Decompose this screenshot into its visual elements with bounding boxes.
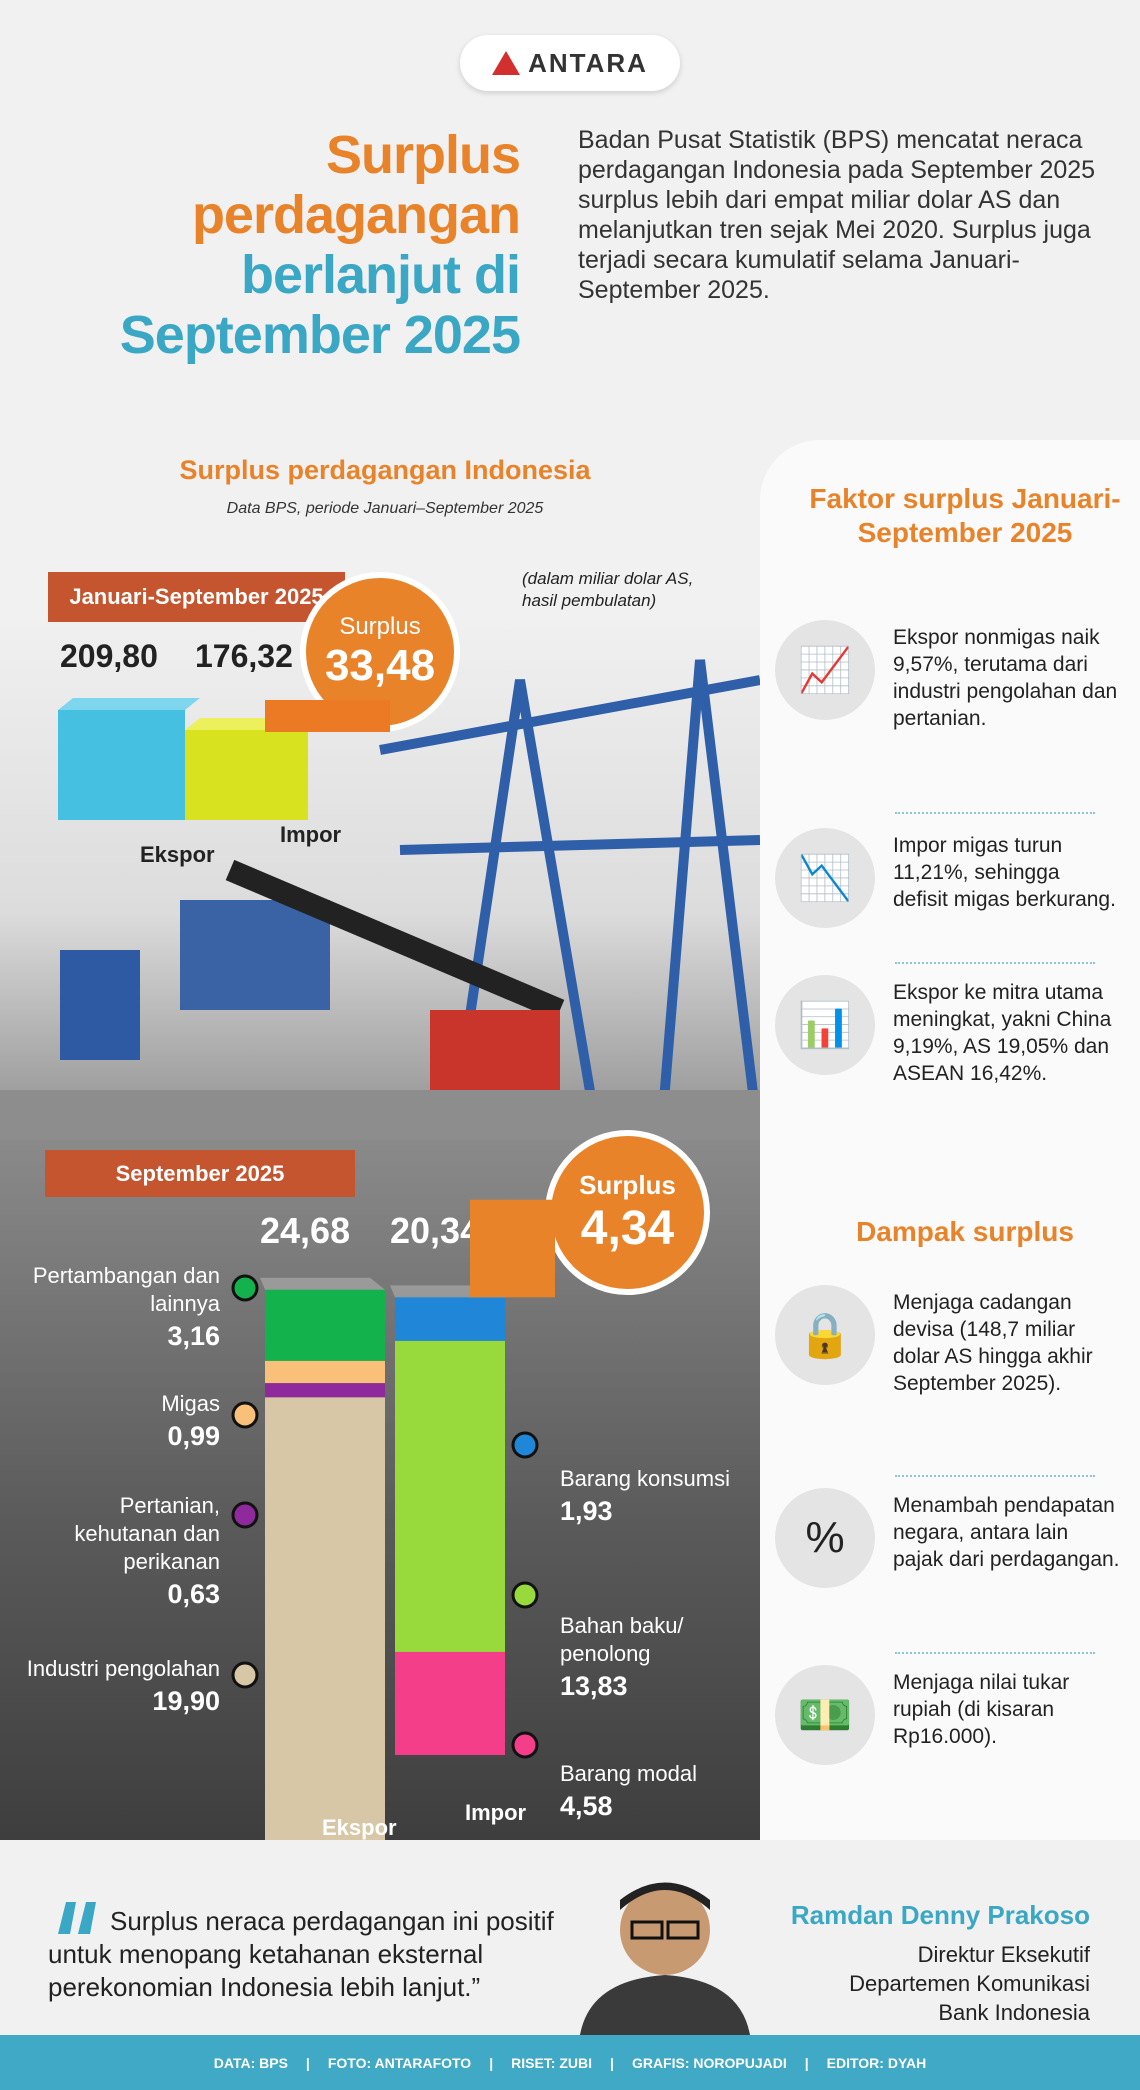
- impor-value: 176,32: [195, 638, 293, 674]
- section-subheading: Data BPS, periode Januari–September 2025: [226, 500, 544, 517]
- falling-chart-icon: 📉: [775, 828, 875, 928]
- label-industri: Industri pengolahan 19,90: [26, 1656, 220, 1716]
- factor-item: 📈 Ekspor nonmigas naik 9,57%, terutama da…: [775, 620, 1120, 732]
- impor-label: Impor: [280, 822, 342, 847]
- speaker-name: Ramdan Denny Prakoso: [790, 1900, 1090, 1930]
- speaker-role: Direktur Eksekutif Departemen Komunikasi B…: [849, 1942, 1090, 2025]
- factor-item: 📊 Ekspor ke mitra utama meningkat, yakni …: [775, 975, 1120, 1087]
- antara-logo: ANTARA: [460, 35, 680, 91]
- quote-mark-icon: [58, 1902, 96, 1934]
- quote-text: Surplus neraca perdagangan ini positif u…: [48, 1906, 554, 2002]
- rising-chart-icon: 📈: [775, 620, 875, 720]
- surplus-circle-2: Surplus 4,34: [545, 1130, 710, 1295]
- ekspor-value: 209,80: [60, 638, 158, 674]
- ekspor-bar: [58, 710, 185, 820]
- speaker-photo: [575, 1870, 755, 2035]
- bar-segment-migas: [265, 1360, 385, 1384]
- legend-dot: [231, 1274, 259, 1302]
- impact-item: 🔒 Menjaga cadangan devisa (148,7 miliar d…: [775, 1285, 1120, 1397]
- ekspor-label-2: Ekspor: [322, 1815, 397, 1840]
- chart1-svg: [58, 698, 390, 820]
- label-bahan-baku: Bahan baku/ penolong 13,83: [560, 1613, 684, 1701]
- lock-coin-icon: 🔒: [775, 1285, 875, 1385]
- impor-bar: [185, 730, 308, 820]
- section-heading: Surplus perdagangan Indonesia: [179, 455, 591, 485]
- bar-segment-industri-pengolahan: [265, 1397, 385, 1840]
- label-konsumsi: Barang konsumsi 1,93: [560, 1466, 730, 1526]
- bar-top-ekspor: [260, 1277, 385, 1290]
- legend-dot: [511, 1581, 539, 1609]
- legend-dot: [231, 1501, 259, 1529]
- bar-segment-pertanian-kehutanan-dan-perikanan: [265, 1383, 385, 1398]
- surplus-box: [265, 700, 390, 732]
- surplus-box-2: [470, 1199, 555, 1298]
- divider: [895, 962, 1095, 964]
- ekspor-bar-top: [58, 698, 200, 710]
- ekspor-label: Ekspor: [140, 842, 215, 867]
- unit-note: (dalam miliar dolar AS, hasil pembulatan…: [522, 569, 694, 610]
- bar-segment-bahan-baku-penolong: [395, 1340, 505, 1652]
- factors-heading: Faktor surplus Januari-September 2025: [809, 483, 1121, 548]
- legend-dot: [231, 1661, 259, 1689]
- crane-illustration: [0, 659, 765, 1151]
- label-modal: Barang modal 4,58: [560, 1761, 697, 1821]
- chart2-svg: [231, 1199, 555, 1840]
- legend-dot: [231, 1401, 259, 1429]
- label-migas: Migas 0,99: [161, 1391, 220, 1451]
- label-pertambangan: Pertambangan dan lainnya 3,16: [32, 1263, 220, 1351]
- bar-segment-pertambangan-dan-lainnya: [265, 1289, 385, 1361]
- ekspor-total: 24,68: [260, 1210, 351, 1251]
- label-pertanian: Pertanian, kehutanan dan perikanan 0,63: [74, 1493, 220, 1609]
- bar-segment-barang-konsumsi: [395, 1297, 505, 1341]
- factor-item: 📉 Impor migas turun 11,21%, sehingga defi…: [775, 828, 1120, 928]
- legend-dot: [511, 1731, 539, 1759]
- impact-item: 💵 Menjaga nilai tukar rupiah (di kisaran …: [775, 1665, 1120, 1765]
- intro-text: Badan Pusat Statistik (BPS) mencatat ner…: [578, 126, 1096, 304]
- divider: [895, 1475, 1095, 1477]
- money-arrow-icon: 💵: [775, 1665, 875, 1765]
- impor-label-2: Impor: [465, 1800, 527, 1825]
- logo-icon: [492, 51, 521, 75]
- credits-footer: DATA: BPS | FOTO: ANTARAFOTO | RISET: ZUBI | G…: [0, 2035, 1140, 2090]
- page-title: Surplus perdagangan berlanjut di Septemb…: [119, 125, 521, 365]
- chart2-title: September 2025: [45, 1150, 355, 1197]
- percent-arrow-icon: %: [775, 1488, 875, 1588]
- impor-total: 20,34: [390, 1210, 481, 1251]
- bar-chart-icon: 📊: [775, 975, 875, 1075]
- bar-segment-barang-modal: [395, 1651, 505, 1755]
- chart1-title: Januari-September 2025: [48, 572, 345, 622]
- impact-item: % Menambah pendapatan negara, antara lain…: [775, 1488, 1120, 1588]
- divider: [895, 1652, 1095, 1654]
- legend-dot: [511, 1431, 539, 1459]
- impact-heading: Dampak surplus: [856, 1216, 1074, 1247]
- divider: [895, 812, 1095, 814]
